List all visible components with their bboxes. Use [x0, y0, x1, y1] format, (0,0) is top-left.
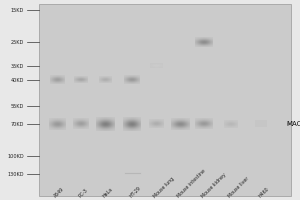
Text: HT-29: HT-29 — [128, 186, 142, 199]
Text: 70KD: 70KD — [11, 121, 24, 127]
Text: A549: A549 — [53, 187, 66, 199]
Text: 25KD: 25KD — [11, 40, 24, 45]
Text: 40KD: 40KD — [11, 77, 24, 82]
Text: 15KD: 15KD — [11, 7, 24, 12]
Text: Mouse intestine: Mouse intestine — [176, 169, 207, 199]
Text: 35KD: 35KD — [11, 64, 24, 68]
Text: MAOA: MAOA — [286, 121, 300, 127]
Text: 55KD: 55KD — [11, 104, 24, 108]
Text: Mouse lung: Mouse lung — [152, 176, 175, 199]
Text: HeLa: HeLa — [101, 187, 114, 199]
Text: Mouse kidney: Mouse kidney — [200, 172, 227, 199]
Text: 100KD: 100KD — [8, 154, 24, 158]
Bar — [39, 4, 291, 196]
Text: Mouse liver: Mouse liver — [227, 176, 250, 199]
Text: 130KD: 130KD — [8, 171, 24, 176]
Text: H460: H460 — [257, 187, 270, 199]
Text: PC-3: PC-3 — [77, 188, 89, 199]
